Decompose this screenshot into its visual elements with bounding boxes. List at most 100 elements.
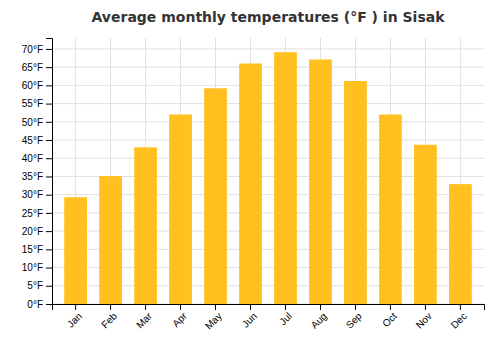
tick: Mar [134, 304, 154, 330]
tick-mark [46, 231, 52, 232]
tick: 40°F [22, 153, 52, 164]
tick-label: Jul [277, 310, 294, 327]
tick-label: 70°F [22, 44, 43, 55]
tick-label: Jun [240, 310, 259, 329]
tick-mark [46, 140, 52, 141]
tick: 30°F [22, 189, 52, 200]
tick-mark [46, 286, 52, 287]
tick-mark [46, 49, 52, 50]
plot: 0°F 5°F 10°F 15°F 20°F 25°F 30°F 35°F 40°F 45°F 50… [22, 38, 485, 332]
tick-mark [46, 249, 52, 250]
bar [169, 115, 192, 304]
y-axis: 0°F 5°F 10°F 15°F 20°F 25°F 30°F 35°F 40°F 45°F 50… [22, 39, 53, 310]
tick: Apr [170, 304, 189, 329]
tick: 5°F [27, 280, 52, 291]
tick: Dec [449, 304, 469, 331]
tick-label: 5°F [27, 280, 43, 291]
bar [449, 184, 472, 304]
tick-mark [46, 268, 52, 269]
tick: 45°F [22, 135, 52, 146]
tick-label: 30°F [22, 189, 43, 200]
tick-label: Apr [170, 310, 189, 329]
bar [309, 59, 332, 304]
tick: Oct [380, 304, 399, 329]
tick-mark [215, 304, 216, 310]
tick-mark [250, 304, 251, 310]
tick-label: Oct [380, 310, 399, 329]
tick-label: Dec [449, 310, 469, 330]
bar [344, 81, 367, 304]
tick-mark [355, 304, 356, 310]
tick-label: 55°F [22, 98, 43, 109]
tick-mark [46, 158, 52, 159]
tick-mark [46, 85, 52, 86]
tick-mark [46, 67, 52, 68]
tick-label: 35°F [22, 171, 43, 182]
grid-line [52, 121, 484, 122]
tick-label: Feb [99, 310, 119, 330]
tick-mark [460, 304, 461, 310]
tick-mark [145, 304, 146, 310]
tick: Sep [344, 304, 365, 331]
tick-label: 60°F [22, 80, 43, 91]
tick: 55°F [22, 98, 52, 109]
grid-line [52, 85, 484, 86]
bar [414, 145, 437, 304]
tick-mark [320, 304, 321, 310]
tick: Nov [414, 304, 434, 331]
bar [274, 52, 297, 304]
tick-mark [180, 304, 181, 310]
tick: 65°F [22, 62, 52, 73]
tick: Aug [309, 304, 329, 331]
tick-label: Sep [344, 310, 365, 331]
tick: 0°F [27, 299, 52, 310]
axis-line [46, 39, 53, 305]
tick-label: Aug [309, 310, 329, 330]
tick-mark [110, 304, 111, 310]
tick-mark [46, 304, 52, 305]
grid-line [52, 103, 484, 104]
tick-label: Jan [65, 310, 84, 329]
bars [64, 52, 472, 304]
tick: Jul [277, 304, 294, 327]
grid-line [52, 140, 484, 141]
tick-label: 15°F [22, 244, 43, 255]
tick: 25°F [22, 208, 52, 219]
tick: 50°F [22, 117, 52, 128]
tick-label: 25°F [22, 208, 43, 219]
tick-mark [46, 122, 52, 123]
axis-line [53, 305, 485, 311]
tick: May [203, 304, 224, 332]
tick: 20°F [22, 226, 52, 237]
x-axis: Jan Feb Mar Apr May Jun Jul Aug Sep Oct Nov Dec [53, 304, 485, 332]
tick: 60°F [22, 80, 52, 91]
bar [99, 176, 122, 304]
tick-label: 40°F [22, 153, 43, 164]
tick-label: May [203, 310, 224, 331]
tick-mark [46, 213, 52, 214]
tick-mark [425, 304, 426, 310]
bar [239, 64, 262, 304]
tick: 15°F [22, 244, 52, 255]
tick-label: Mar [134, 310, 154, 330]
bar [64, 197, 87, 304]
grid-line [52, 67, 484, 68]
tick-mark [46, 104, 52, 105]
tick: Jun [240, 304, 259, 330]
tick-mark [390, 304, 391, 310]
tick-label: 45°F [22, 135, 43, 146]
tick-label: 20°F [22, 226, 43, 237]
tick: 70°F [22, 44, 52, 55]
bar [204, 88, 227, 304]
tick-label: 65°F [22, 62, 43, 73]
tick-mark [46, 176, 52, 177]
chart: 0°F 5°F 10°F 15°F 20°F 25°F 30°F 35°F 40°F 45°F 50… [0, 0, 500, 350]
tick-label: Nov [414, 310, 434, 330]
tick-label: 10°F [22, 262, 43, 273]
bar [134, 147, 157, 304]
grid [52, 38, 484, 304]
tick-mark [285, 304, 286, 310]
tick-label: 0°F [27, 299, 43, 310]
tick: 10°F [22, 262, 52, 273]
title: Average monthly temperatures (°F ) in Si… [92, 9, 446, 25]
